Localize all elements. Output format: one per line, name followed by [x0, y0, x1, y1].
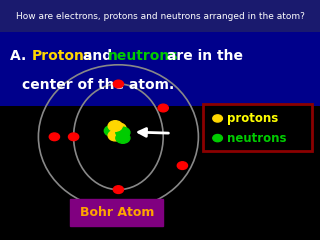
Text: neutrons: neutrons	[108, 49, 179, 63]
Text: Bohr Atom: Bohr Atom	[80, 206, 154, 219]
Circle shape	[108, 121, 122, 131]
Circle shape	[112, 123, 126, 134]
Circle shape	[113, 80, 124, 88]
Text: center of the atom.: center of the atom.	[22, 78, 175, 92]
Circle shape	[116, 133, 130, 143]
Circle shape	[158, 104, 168, 112]
Text: Protons: Protons	[31, 49, 92, 63]
Text: A.: A.	[10, 49, 31, 63]
Circle shape	[213, 115, 222, 122]
Circle shape	[68, 133, 79, 141]
Bar	[0, 0, 320, 32]
Circle shape	[104, 126, 118, 136]
Text: protons: protons	[227, 112, 278, 125]
Text: and: and	[78, 49, 117, 63]
Circle shape	[213, 134, 222, 142]
Circle shape	[108, 130, 122, 141]
Text: How are electrons, protons and neutrons arranged in the atom?: How are electrons, protons and neutrons …	[16, 12, 304, 21]
Bar	[70, 199, 163, 226]
Circle shape	[49, 133, 60, 141]
Text: neutrons: neutrons	[227, 132, 287, 144]
Circle shape	[113, 186, 124, 193]
Text: are in the: are in the	[162, 49, 243, 63]
Bar	[203, 104, 312, 151]
Bar	[0, 32, 320, 106]
Circle shape	[116, 127, 130, 138]
Circle shape	[177, 162, 188, 169]
